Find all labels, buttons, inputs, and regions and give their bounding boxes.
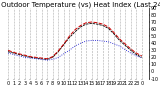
- Title: Milwaukee Outdoor Temperature (vs) Heat Index (Last 24 Hours): Milwaukee Outdoor Temperature (vs) Heat …: [0, 1, 160, 8]
